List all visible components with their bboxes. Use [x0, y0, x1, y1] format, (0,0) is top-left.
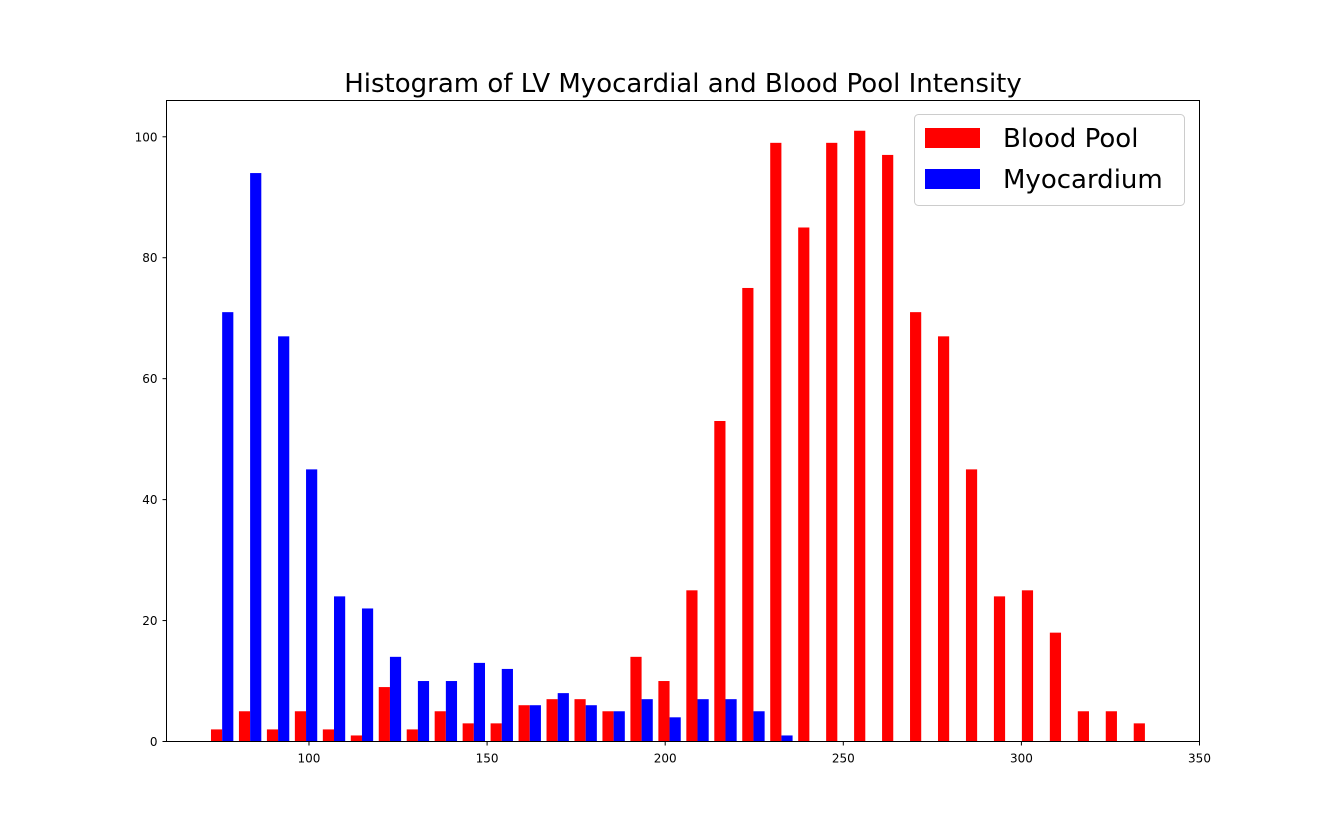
bar-blood-pool-17 — [686, 590, 698, 742]
bar-blood-pool-27 — [965, 469, 978, 742]
bar-blood-pool-23 — [854, 130, 866, 742]
x-tick-label: 350 — [1188, 752, 1211, 766]
bar-blood-pool-11 — [518, 705, 530, 742]
bar-blood-pool-18 — [714, 421, 726, 742]
bar-myocardium-19 — [753, 711, 765, 742]
y-tick-label: 0 — [150, 735, 158, 749]
bar-myocardium-18 — [725, 699, 737, 742]
bar-blood-pool-28 — [993, 596, 1006, 742]
bar-blood-pool-16 — [658, 681, 670, 742]
bar-blood-pool-10 — [490, 723, 502, 742]
plot-frame — [166, 100, 1200, 742]
chart-title: Histogram of LV Myocardial and Blood Poo… — [344, 69, 1022, 99]
bar-myocardium-3 — [306, 469, 318, 742]
y-tick-label: 100 — [135, 130, 158, 144]
bar-myocardium-8 — [445, 681, 458, 742]
bar-myocardium-13 — [585, 705, 597, 742]
legend-swatch-blood-pool — [925, 128, 980, 148]
bar-blood-pool-26 — [937, 336, 950, 742]
bar-myocardium-10 — [501, 668, 513, 742]
bar-myocardium-16 — [669, 717, 681, 742]
bar-blood-pool-29 — [1021, 590, 1034, 742]
legend-label-myocardium: Myocardium — [1003, 165, 1163, 195]
bar-myocardium-14 — [613, 711, 625, 742]
bar-blood-pool-7 — [406, 729, 418, 742]
x-tick-label: 100 — [298, 752, 321, 766]
bar-myocardium-1 — [250, 173, 262, 742]
bar-blood-pool-6 — [378, 687, 390, 742]
bar-blood-pool-5 — [350, 735, 362, 742]
x-tick-label: 300 — [1010, 752, 1033, 766]
y-tick-label: 20 — [142, 614, 157, 628]
bar-blood-pool-4 — [322, 729, 335, 742]
bar-blood-pool-14 — [602, 711, 614, 742]
bar-blood-pool-0 — [210, 729, 223, 742]
bar-blood-pool-21 — [798, 227, 810, 742]
bar-myocardium-0 — [222, 312, 234, 742]
bar-blood-pool-13 — [574, 699, 586, 742]
bar-myocardium-12 — [557, 693, 569, 742]
bar-blood-pool-8 — [434, 711, 446, 742]
x-tick-label: 200 — [654, 752, 677, 766]
bar-blood-pool-2 — [266, 729, 279, 742]
y-tick-label: 40 — [142, 493, 157, 507]
bar-blood-pool-19 — [742, 287, 754, 742]
y-tick-label: 80 — [142, 251, 157, 265]
x-tick-label: 150 — [476, 752, 499, 766]
bar-blood-pool-30 — [1049, 632, 1062, 742]
y-tick-label: 60 — [142, 372, 157, 386]
bar-blood-pool-15 — [630, 656, 642, 742]
bar-blood-pool-31 — [1077, 711, 1089, 742]
bar-blood-pool-12 — [546, 699, 558, 742]
bar-myocardium-15 — [641, 699, 653, 742]
bar-blood-pool-1 — [238, 711, 251, 742]
bar-myocardium-20 — [781, 735, 793, 742]
bar-myocardium-7 — [417, 681, 430, 742]
bars — [210, 130, 1145, 742]
bar-blood-pool-22 — [826, 142, 838, 742]
legend-frame — [914, 114, 1185, 206]
bar-blood-pool-20 — [770, 142, 782, 742]
bar-blood-pool-25 — [910, 312, 922, 742]
bar-myocardium-5 — [361, 608, 374, 742]
legend-label-blood-pool: Blood Pool — [1003, 124, 1138, 154]
bar-myocardium-17 — [697, 699, 709, 742]
bar-blood-pool-32 — [1105, 711, 1117, 742]
bar-myocardium-11 — [529, 705, 541, 742]
bar-myocardium-6 — [389, 656, 402, 742]
bar-blood-pool-24 — [882, 154, 894, 742]
x-tick-label: 250 — [832, 752, 855, 766]
bar-myocardium-9 — [473, 662, 486, 742]
bar-blood-pool-33 — [1133, 723, 1145, 742]
legend: Blood Pool Myocardium — [914, 114, 1185, 206]
bar-blood-pool-3 — [294, 711, 307, 742]
bar-myocardium-2 — [278, 336, 290, 742]
bar-blood-pool-9 — [462, 723, 474, 742]
axes: 100 150 200 250 300 350 0 20 40 60 80 100 — [135, 100, 1211, 766]
legend-swatch-myocardium — [925, 169, 980, 189]
bar-myocardium-4 — [334, 596, 346, 742]
